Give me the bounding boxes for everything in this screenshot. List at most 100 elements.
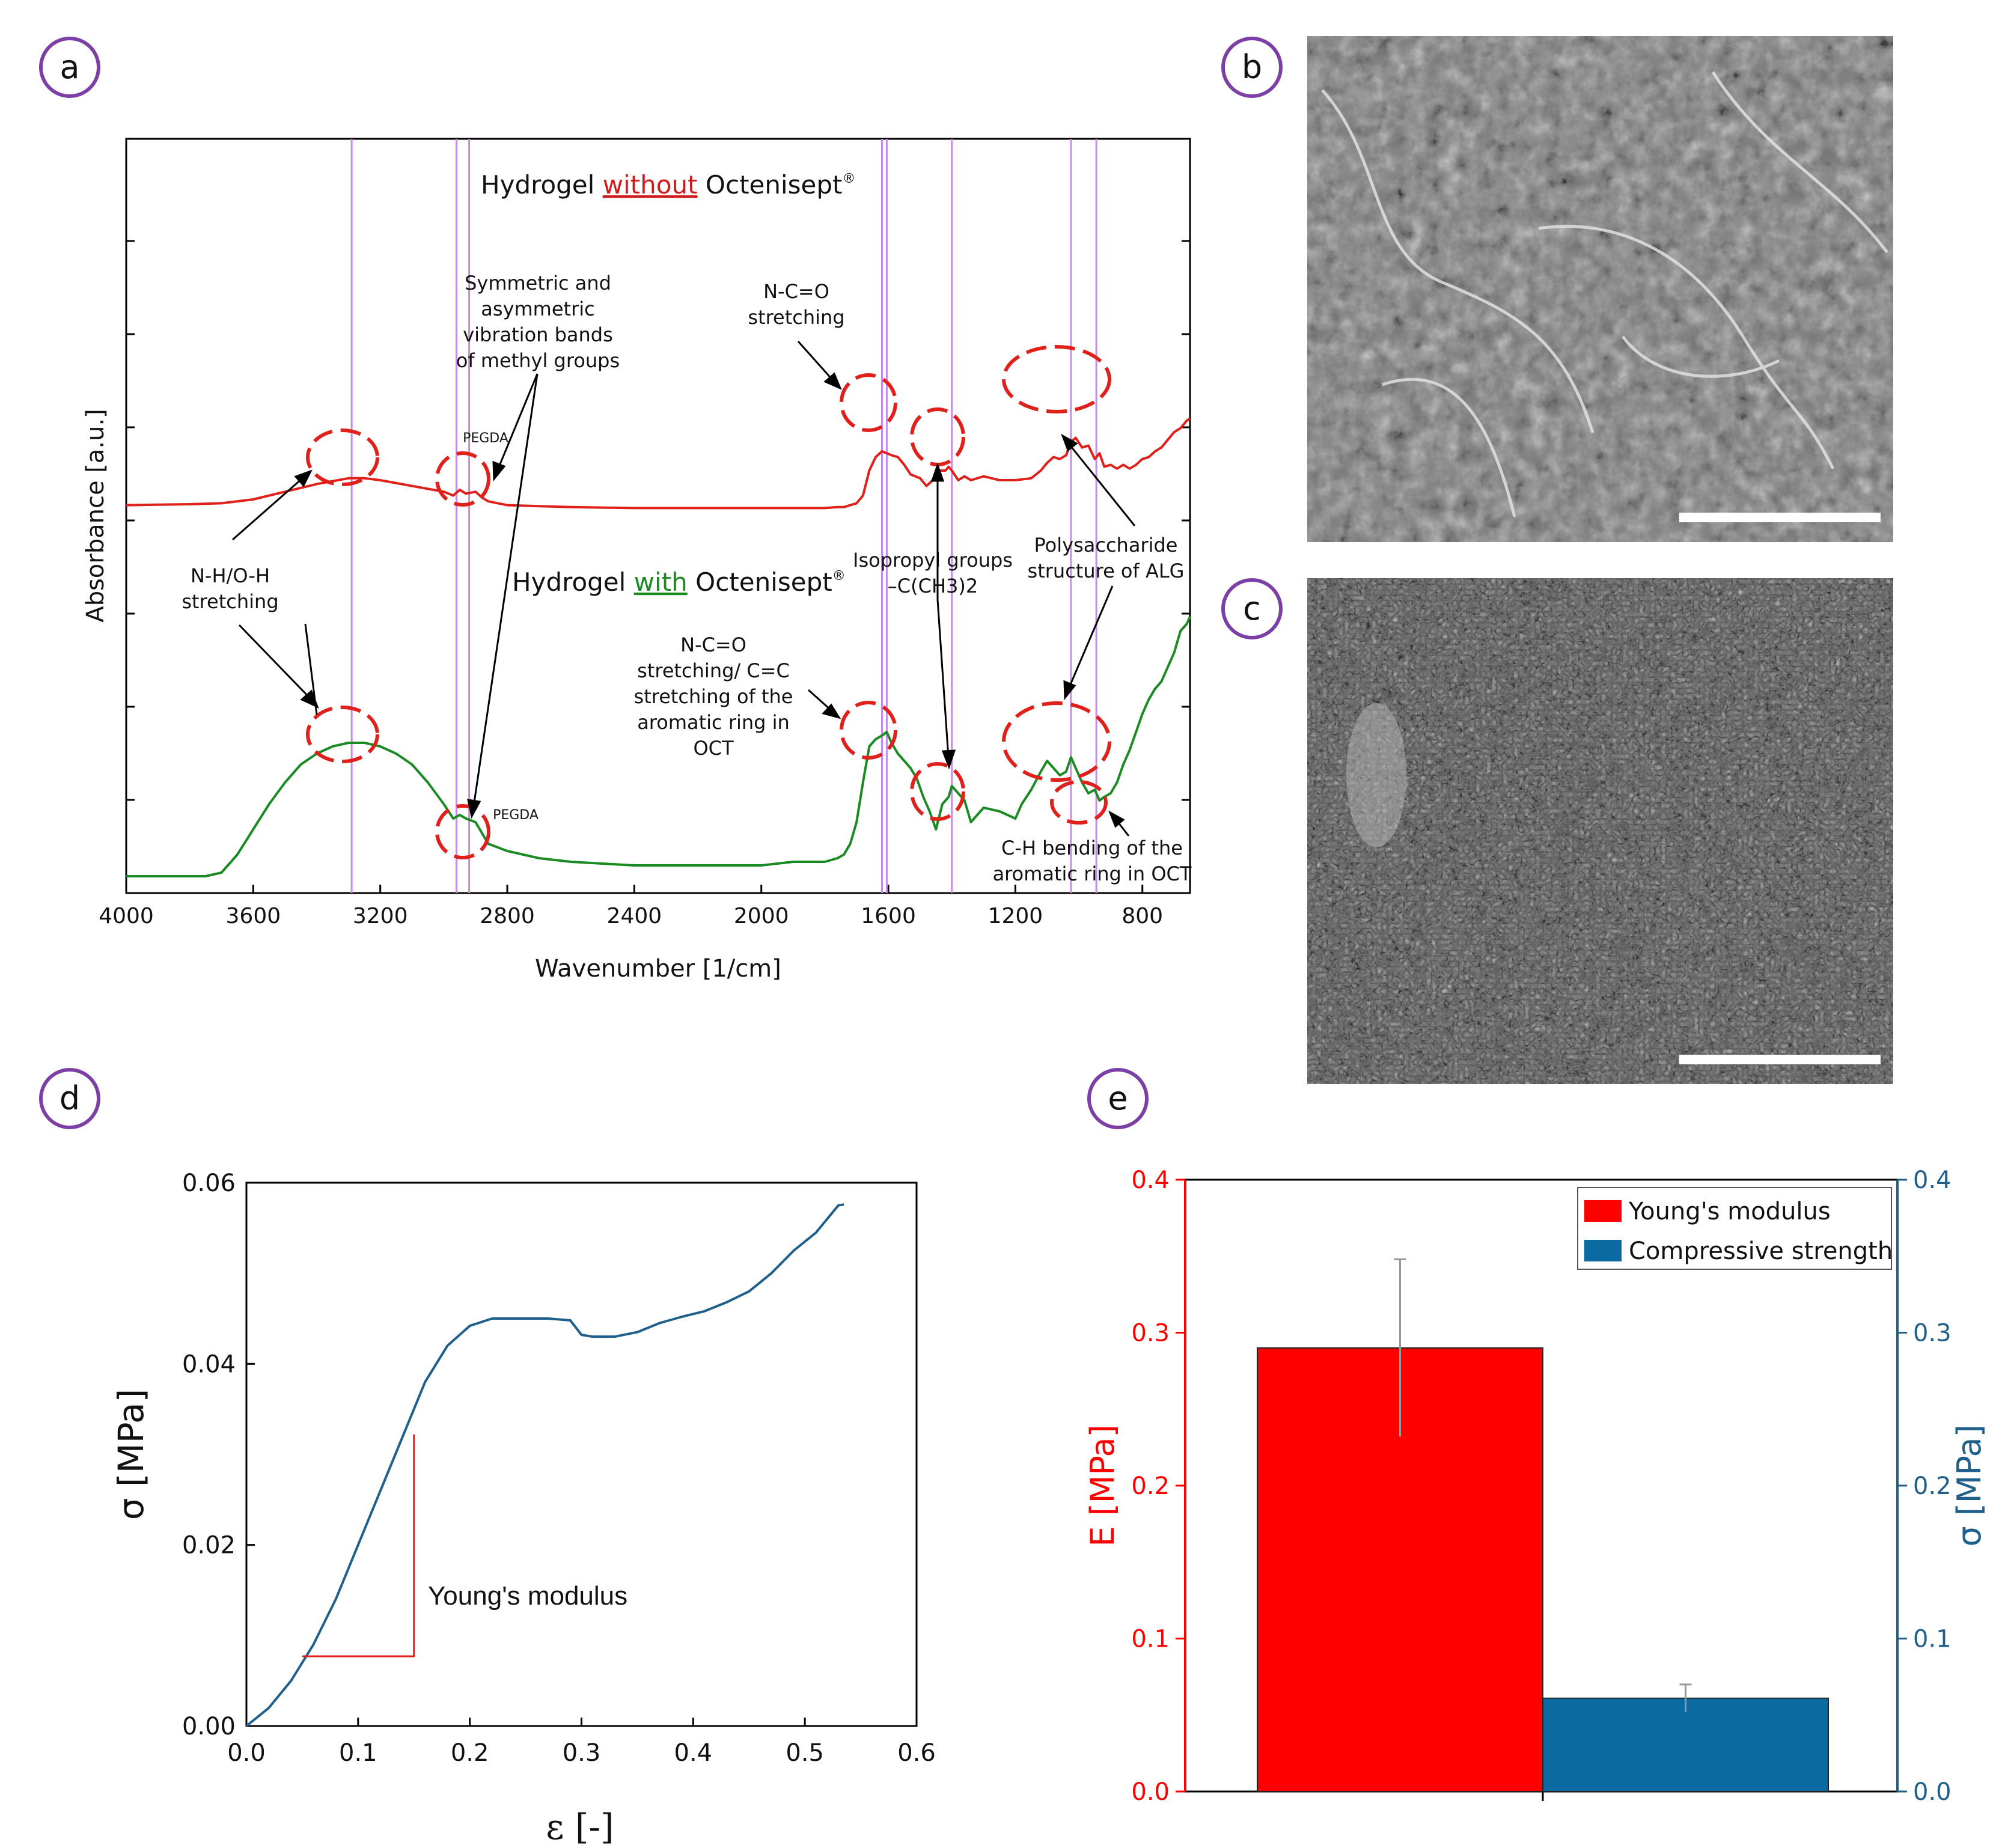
bar-left-axis-label: E [MPa]	[1084, 1424, 1122, 1546]
panel-a: a 4000 3600 3200 2800 2400 2000 1600 1200 800 Wa…	[39, 37, 1192, 983]
panel-label-e: e	[1108, 1079, 1128, 1117]
ss-x-tick-label: 0.1	[339, 1739, 377, 1767]
legend-label-youngs: Young's modulus	[1628, 1198, 1831, 1225]
ftir-highlight-circles	[306, 345, 1111, 859]
stress-strain-y-label: σ [MPa]	[111, 1389, 151, 1520]
ftir-x-tick-label: 800	[1122, 904, 1163, 929]
bar-compressive-strength	[1542, 1697, 1829, 1792]
ftir-series-without-octenisept	[126, 417, 1191, 510]
ann-nco-bot-3: stretching of the	[634, 685, 793, 708]
ftir-plot-frame	[125, 138, 1191, 894]
ss-y-tick-label: 0.02	[182, 1532, 236, 1560]
ftir-series	[126, 417, 1191, 877]
ann-nh-2: stretching	[182, 590, 278, 613]
bar-left-tick-label: 0.3	[1131, 1320, 1170, 1347]
ftir-x-tick-label: 2400	[607, 904, 662, 929]
panel-label-d: d	[60, 1079, 80, 1117]
ann-nco-bot-4: aromatic ring in	[637, 711, 790, 734]
panel-badge-b	[1221, 37, 1283, 98]
bar-left-tick-label: 0.2	[1131, 1472, 1170, 1500]
bar-right-tick-label: 0.3	[1913, 1320, 1952, 1347]
legend-label-compressive: Compressive strength	[1629, 1237, 1893, 1265]
ftir-title-bottom: Hydrogel with Octenisept®	[512, 567, 846, 597]
ann-nco-bot-1: N-C=O	[680, 633, 746, 656]
ann-isopropyl-1: Isopropyl groups	[853, 549, 1013, 572]
bar-right-tick-label: 0.0	[1913, 1778, 1952, 1806]
ss-x-tick-label: 0.4	[674, 1739, 713, 1767]
youngs-modulus-annotation: Young's modulus	[428, 1581, 627, 1611]
bar-legend: Young's modulus Compressive strength	[1577, 1187, 1893, 1270]
ann-ch-bend-2: aromatic ring in OCT	[993, 862, 1192, 885]
ann-pegda-bottom: PEGDA	[493, 808, 539, 823]
legend-swatch-youngs	[1584, 1200, 1622, 1222]
stress-strain-curve	[245, 1203, 844, 1727]
bar-left-tick-label: 0.0	[1131, 1778, 1170, 1806]
panel-badge-e	[1087, 1068, 1149, 1129]
legend-swatch-compressive	[1584, 1240, 1622, 1261]
ann-polysaccharide-2: structure of ALG	[1028, 560, 1185, 582]
scale-bar-c	[1679, 1055, 1881, 1064]
ftir-x-tick-label: 1200	[988, 904, 1043, 929]
bar-right-axis-label: σ [MPa]	[1950, 1424, 1988, 1546]
stress-strain-x-label: ε [-]	[546, 1807, 614, 1847]
panel-label-a: a	[60, 48, 79, 86]
ann-pegda-top: PEGDA	[463, 431, 508, 446]
ftir-x-axis-label: Wavenumber [1/cm]	[535, 955, 781, 983]
ann-nh-1: N-H/O-H	[191, 564, 270, 587]
bar-left-tick-label: 0.4	[1131, 1166, 1170, 1194]
ss-y-tick-label: 0.04	[182, 1350, 236, 1378]
ftir-x-tick-label: 3600	[226, 904, 281, 929]
panel-label-b: b	[1242, 48, 1262, 86]
bar-right-tick-label: 0.2	[1913, 1472, 1952, 1500]
ann-methyl-4: of methyl groups	[456, 349, 620, 372]
ss-x-tick-label: 0.0	[227, 1739, 266, 1767]
stress-strain-ticks: 0.0 0.1 0.2 0.3 0.4 0.5 0.6 0.00 0.02 0.04 0.06	[182, 1169, 936, 1767]
ss-x-tick-label: 0.3	[563, 1739, 601, 1767]
bar-right-tick-label: 0.4	[1913, 1166, 1952, 1194]
ftir-y-axis-label: Absorbance [a.u.]	[82, 409, 109, 623]
panel-label-c: c	[1243, 590, 1261, 627]
ss-x-tick-label: 0.2	[451, 1739, 489, 1767]
ss-x-tick-label: 0.6	[897, 1739, 936, 1767]
ann-methyl-2: asymmetric	[481, 297, 594, 320]
bar-chart-bars	[1257, 1258, 1829, 1792]
ann-polysaccharide-1: Polysaccharide	[1034, 534, 1178, 557]
ss-y-tick-label: 0.06	[182, 1169, 236, 1197]
sem-image-c	[1307, 578, 1893, 1084]
scale-bar-b	[1679, 513, 1881, 522]
ftir-arrows	[232, 341, 1136, 837]
stress-strain-frame	[245, 1182, 918, 1727]
bar-chart-ticks: 0.0 0.1 0.2 0.3 0.4 0.0 0.1 0.2 0.3 0.4	[1131, 1166, 1951, 1806]
panel-e: e 0.0 0.1 0.2 0.3 0.4 0.0 0.1 0.2 0.3 0.4 E [MPa]…	[1084, 1068, 1988, 1806]
panel-badge-d	[39, 1068, 100, 1129]
ftir-marker-lines	[350, 139, 1097, 893]
youngs-modulus-triangle	[302, 1434, 415, 1657]
stress-strain-series	[245, 1203, 844, 1727]
ss-x-tick-label: 0.5	[786, 1739, 824, 1767]
ann-ch-bend-1: C-H bending of the	[1001, 837, 1183, 859]
ftir-x-tick-label: 4000	[99, 904, 154, 929]
bar-right-tick-label: 0.1	[1913, 1626, 1952, 1653]
ann-nco-top-2: stretching	[748, 306, 844, 329]
panel-badge-c	[1221, 578, 1283, 639]
ftir-x-tick-label: 2000	[734, 904, 789, 929]
ann-isopropyl-2: –C(CH3)2	[888, 575, 978, 597]
ftir-ticks: 4000 3600 3200 2800 2400 2000 1600 1200 800	[99, 240, 1190, 929]
ann-nco-top-1: N-C=O	[763, 280, 829, 303]
ann-methyl-1: Symmetric and	[465, 272, 611, 294]
ftir-x-tick-label: 2800	[480, 904, 535, 929]
ftir-x-tick-label: 3200	[353, 904, 408, 929]
ann-nco-bot-5: OCT	[693, 737, 734, 760]
ftir-annotations: Symmetric and asymmetric vibration bands…	[182, 272, 1192, 885]
panel-badge-a	[39, 37, 100, 98]
ann-methyl-3: vibration bands	[463, 323, 613, 346]
bar-left-tick-label: 0.1	[1131, 1626, 1170, 1653]
panel-d: d 0.0 0.1 0.2 0.3 0.4 0.5 0.60.000.020.040.06 …	[39, 1068, 936, 1847]
ftir-x-tick-label: 1600	[861, 904, 916, 929]
ann-nco-bot-2: stretching/ C=C	[637, 659, 790, 682]
ftir-series-with-octenisept	[126, 616, 1191, 877]
ftir-title-top: Hydrogel without Octenisept®	[481, 170, 856, 200]
ss-y-tick-label: 0.00	[182, 1713, 236, 1740]
sem-image-b	[1307, 36, 1893, 542]
